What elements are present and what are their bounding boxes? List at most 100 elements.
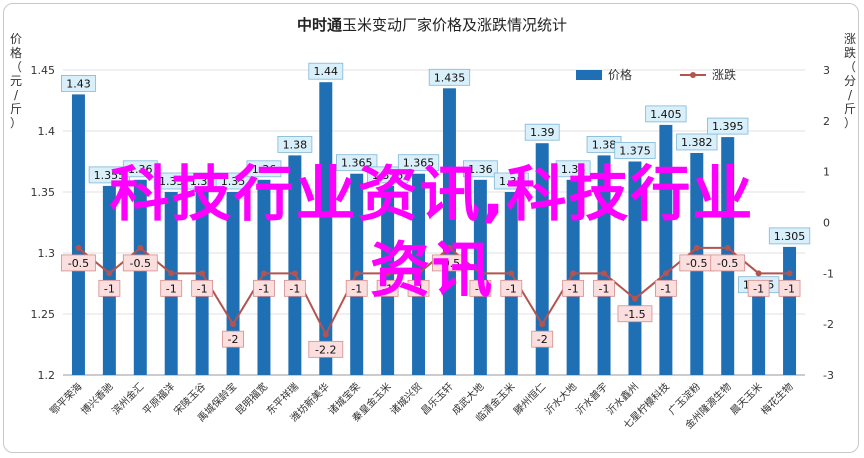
- line-label-box: [407, 279, 430, 297]
- line-value-label: -1: [568, 282, 579, 295]
- bar-value-label: 1.44: [314, 65, 339, 78]
- line-value-label: -1: [351, 282, 362, 295]
- line-label-box: [191, 279, 214, 297]
- right-axis-title: 涨跌（分 / 斤）: [843, 32, 856, 130]
- right-tick-label: -1: [823, 267, 834, 280]
- change-point: [755, 270, 762, 277]
- category-label: 晨天玉米: [727, 380, 764, 417]
- bar: [628, 161, 642, 375]
- legend-swatch-price: [576, 70, 602, 80]
- bar-label-box: [336, 154, 378, 172]
- chart-title: 中时通玉米变动厂家价格及涨跌情况统计: [0, 14, 864, 35]
- bar-label-box: [707, 117, 749, 135]
- change-point: [353, 270, 360, 277]
- change-point: [415, 270, 422, 277]
- bar: [659, 124, 673, 376]
- change-point: [168, 270, 175, 277]
- bar-value-label: 1.35: [221, 175, 246, 188]
- category-label: 沂水大地: [542, 380, 579, 417]
- bar-label-box: [61, 75, 96, 92]
- line-value-label: -0.5: [439, 257, 460, 270]
- bar: [783, 246, 797, 375]
- line-label-box: [61, 254, 96, 272]
- bar: [597, 155, 611, 375]
- bar-label-box: [366, 166, 409, 184]
- legend-label-change: 涨跌: [712, 67, 736, 82]
- change-point: [230, 321, 237, 328]
- change-point: [786, 270, 793, 277]
- category-label: 沂水普宇: [573, 380, 610, 417]
- line-value-label: -0.5: [686, 257, 707, 270]
- change-point: [508, 270, 515, 277]
- left-tick-label: 1.35: [31, 186, 56, 199]
- bar-label-box: [614, 142, 656, 159]
- line-label-box: [593, 279, 615, 297]
- category-label: 滨州金汇: [109, 380, 146, 417]
- bar-label-box: [122, 160, 158, 178]
- line-label-box: [617, 305, 653, 323]
- bar: [133, 179, 147, 375]
- line-value-label: -1: [258, 282, 269, 295]
- category-label: 鄂平荣海: [47, 380, 84, 417]
- line-label-box: [710, 254, 746, 272]
- change-point: [446, 244, 453, 251]
- category-label: 博兴香驰: [78, 380, 115, 417]
- change-point: [322, 331, 329, 338]
- line-label-box: [376, 279, 399, 297]
- line-value-label: -1: [660, 282, 671, 295]
- line-value-label: -1: [506, 282, 517, 295]
- change-point: [631, 295, 638, 302]
- line-label-box: [562, 279, 585, 297]
- right-tick-label: 2: [823, 115, 830, 128]
- left-tick-label: 1.2: [38, 369, 56, 382]
- bar: [442, 88, 456, 376]
- bar: [257, 179, 271, 375]
- change-point: [693, 244, 700, 251]
- category-label: 平原福洋: [140, 380, 177, 417]
- bar-label-box: [645, 105, 687, 123]
- right-tick-label: 3: [823, 64, 830, 77]
- line-value-label: -2: [228, 333, 239, 346]
- bar-label-box: [308, 62, 344, 80]
- bar-value-label: 1.395: [712, 120, 744, 133]
- left-axis-title: 价格（元 / 斤）: [9, 32, 22, 130]
- line-label-box: [308, 340, 344, 358]
- bar-value-label: 1.36: [468, 163, 493, 176]
- line-value-label: -1: [104, 282, 115, 295]
- change-point: [291, 270, 298, 277]
- left-tick-label: 1.4: [38, 125, 56, 138]
- bar: [566, 179, 580, 375]
- line-value-label: -2: [537, 333, 548, 346]
- line-value-label: -1: [382, 282, 393, 295]
- right-tick-label: 0: [823, 217, 830, 230]
- change-point: [75, 244, 82, 251]
- bar-label-box: [493, 172, 529, 190]
- left-tick-label: 1.25: [31, 308, 56, 321]
- bar-value-label: 1.435: [434, 71, 466, 84]
- line-value-label: -0.5: [130, 257, 151, 270]
- change-point: [601, 270, 608, 277]
- bar-value-label: 1.35: [159, 175, 184, 188]
- left-tick-label: 1.45: [31, 64, 56, 77]
- bar-value-label: 1.35: [190, 175, 215, 188]
- right-tick-label: -3: [823, 369, 834, 382]
- line-value-label: -1: [289, 282, 300, 295]
- bar-value-label: 1.355: [372, 169, 404, 182]
- line-label-box: [531, 330, 554, 348]
- bar-label-box: [768, 227, 811, 245]
- change-point: [570, 270, 577, 277]
- bar: [319, 82, 333, 375]
- bar-label-box: [676, 133, 718, 151]
- line-label-box: [160, 279, 183, 297]
- bar-value-label: 1.39: [530, 126, 555, 139]
- bar-value-label: 1.36: [252, 163, 277, 176]
- change-point: [384, 270, 391, 277]
- line-value-label: -1: [166, 282, 177, 295]
- bar: [226, 192, 240, 375]
- line-value-label: -1: [413, 282, 424, 295]
- change-point: [260, 270, 267, 277]
- chart-title-bold: 中时通: [296, 16, 342, 34]
- line-value-label: -1: [753, 282, 764, 295]
- bar-value-label: 1.365: [403, 157, 435, 170]
